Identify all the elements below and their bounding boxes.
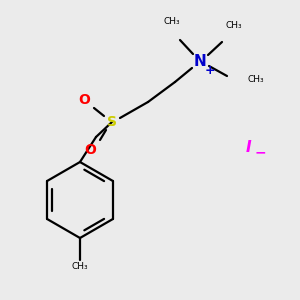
Text: CH₃: CH₃ (72, 262, 88, 271)
Text: I: I (245, 140, 251, 155)
Text: S: S (107, 115, 117, 129)
Text: O: O (84, 143, 96, 157)
Text: +: + (205, 64, 215, 76)
Text: −: − (254, 145, 266, 159)
Text: CH₃: CH₃ (247, 76, 264, 85)
Text: CH₃: CH₃ (226, 21, 242, 30)
Text: N: N (194, 55, 206, 70)
Text: CH₃: CH₃ (164, 17, 180, 26)
Text: O: O (78, 93, 90, 107)
